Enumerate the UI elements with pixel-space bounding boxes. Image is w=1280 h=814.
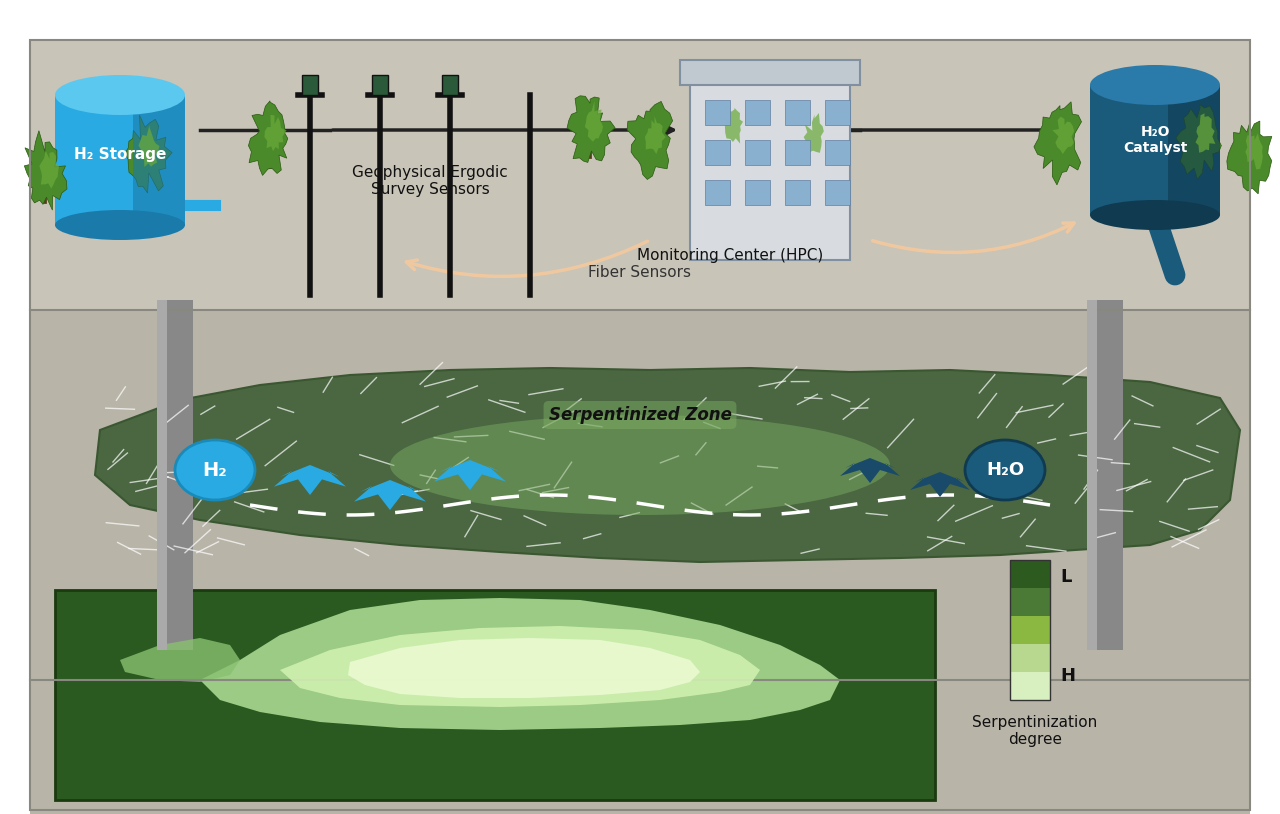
Polygon shape <box>40 151 59 189</box>
Polygon shape <box>1034 102 1082 185</box>
FancyBboxPatch shape <box>1010 560 1050 588</box>
Polygon shape <box>567 96 616 163</box>
FancyBboxPatch shape <box>826 100 850 125</box>
Polygon shape <box>1176 104 1221 179</box>
FancyBboxPatch shape <box>1087 300 1123 650</box>
Polygon shape <box>348 638 700 698</box>
FancyBboxPatch shape <box>705 100 730 125</box>
FancyBboxPatch shape <box>745 180 771 205</box>
Polygon shape <box>1245 133 1263 169</box>
Polygon shape <box>434 460 506 490</box>
FancyBboxPatch shape <box>1010 644 1050 672</box>
Ellipse shape <box>1091 65 1220 105</box>
FancyBboxPatch shape <box>1091 85 1220 215</box>
Ellipse shape <box>390 415 890 515</box>
FancyBboxPatch shape <box>1010 672 1050 700</box>
Polygon shape <box>704 101 751 171</box>
FancyBboxPatch shape <box>826 140 850 165</box>
FancyBboxPatch shape <box>785 100 810 125</box>
Polygon shape <box>585 101 603 142</box>
Polygon shape <box>120 638 241 682</box>
Ellipse shape <box>175 440 255 500</box>
Polygon shape <box>29 590 1251 814</box>
FancyBboxPatch shape <box>826 180 850 205</box>
Polygon shape <box>133 95 186 225</box>
Ellipse shape <box>965 440 1044 500</box>
FancyBboxPatch shape <box>1010 588 1050 616</box>
Polygon shape <box>1196 113 1215 153</box>
Polygon shape <box>355 480 426 510</box>
Ellipse shape <box>1091 200 1220 230</box>
Text: H₂O
Catalyst: H₂O Catalyst <box>1123 125 1187 155</box>
FancyBboxPatch shape <box>745 140 771 165</box>
FancyBboxPatch shape <box>372 75 388 95</box>
Text: H₂: H₂ <box>202 461 228 479</box>
Polygon shape <box>280 626 760 707</box>
Polygon shape <box>1169 85 1220 215</box>
Text: Serpentinization
degree: Serpentinization degree <box>973 715 1098 747</box>
FancyBboxPatch shape <box>442 75 458 95</box>
Polygon shape <box>24 131 67 210</box>
FancyBboxPatch shape <box>705 140 730 165</box>
FancyBboxPatch shape <box>690 80 850 260</box>
Ellipse shape <box>55 75 186 115</box>
Text: Serpentinized Zone: Serpentinized Zone <box>549 406 731 424</box>
FancyBboxPatch shape <box>55 590 934 800</box>
Polygon shape <box>840 458 900 483</box>
Polygon shape <box>274 465 346 495</box>
Ellipse shape <box>55 210 186 240</box>
FancyBboxPatch shape <box>785 140 810 165</box>
Polygon shape <box>248 101 288 175</box>
FancyBboxPatch shape <box>785 180 810 205</box>
FancyBboxPatch shape <box>302 75 317 95</box>
FancyBboxPatch shape <box>55 95 186 225</box>
Polygon shape <box>29 40 1251 310</box>
Text: Geophysical Ergodic
Survey Sensors: Geophysical Ergodic Survey Sensors <box>352 165 508 198</box>
Polygon shape <box>910 472 970 497</box>
Polygon shape <box>970 455 1030 480</box>
Text: H₂O: H₂O <box>986 461 1024 479</box>
Polygon shape <box>627 102 672 179</box>
Polygon shape <box>200 598 840 730</box>
FancyBboxPatch shape <box>1010 616 1050 644</box>
Polygon shape <box>138 125 160 167</box>
Polygon shape <box>29 310 1251 680</box>
FancyBboxPatch shape <box>745 100 771 125</box>
FancyBboxPatch shape <box>157 300 166 650</box>
FancyBboxPatch shape <box>680 60 860 85</box>
Polygon shape <box>786 103 831 183</box>
Polygon shape <box>125 115 172 193</box>
Text: Fiber Sensors: Fiber Sensors <box>589 265 691 280</box>
Polygon shape <box>724 108 742 143</box>
FancyBboxPatch shape <box>157 300 193 650</box>
FancyBboxPatch shape <box>705 180 730 205</box>
Polygon shape <box>1226 121 1272 194</box>
Text: L: L <box>1060 568 1071 586</box>
Text: H₂ Storage: H₂ Storage <box>74 147 166 163</box>
Polygon shape <box>804 113 824 153</box>
Polygon shape <box>645 116 666 154</box>
Text: H: H <box>1060 667 1075 685</box>
Text: Monitoring Center (HPC): Monitoring Center (HPC) <box>637 248 823 263</box>
Polygon shape <box>1052 116 1074 154</box>
Polygon shape <box>265 115 287 151</box>
FancyBboxPatch shape <box>1087 300 1097 650</box>
Polygon shape <box>95 368 1240 562</box>
